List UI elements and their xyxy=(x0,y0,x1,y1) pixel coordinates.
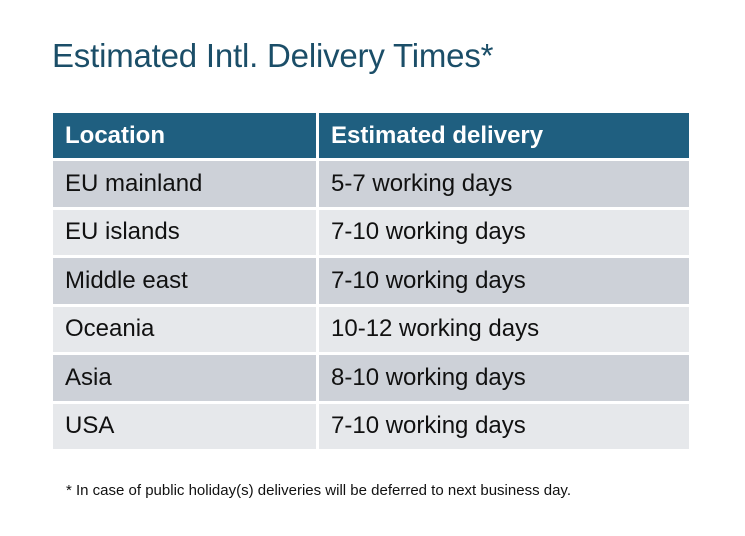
table-row: USA 7-10 working days xyxy=(53,403,689,449)
delivery-cell: 7-10 working days xyxy=(319,258,689,304)
location-cell: Middle east xyxy=(53,258,316,304)
location-cell: EU islands xyxy=(53,209,316,255)
table-header-row: Location Estimated delivery xyxy=(53,113,689,158)
column-header-location: Location xyxy=(53,113,316,158)
table-row: Middle east 7-10 working days xyxy=(53,258,689,304)
table-row: Oceania 10-12 working days xyxy=(53,306,689,352)
column-header-estimated-delivery: Estimated delivery xyxy=(319,113,689,158)
delivery-cell: 7-10 working days xyxy=(319,209,689,255)
table-row: Asia 8-10 working days xyxy=(53,355,689,401)
location-cell: Asia xyxy=(53,355,316,401)
delivery-cell: 8-10 working days xyxy=(319,355,689,401)
footnote: * In case of public holiday(s) deliverie… xyxy=(66,482,571,499)
location-cell: Oceania xyxy=(53,306,316,352)
delivery-cell: 7-10 working days xyxy=(319,403,689,449)
delivery-times-table: Location Estimated delivery EU mainland … xyxy=(50,110,692,452)
delivery-cell: 10-12 working days xyxy=(319,306,689,352)
location-cell: USA xyxy=(53,403,316,449)
location-cell: EU mainland xyxy=(53,161,316,207)
delivery-cell: 5-7 working days xyxy=(319,161,689,207)
page-title: Estimated Intl. Delivery Times* xyxy=(52,37,494,74)
table-row: EU mainland 5-7 working days xyxy=(53,161,689,207)
table-row: EU islands 7-10 working days xyxy=(53,209,689,255)
